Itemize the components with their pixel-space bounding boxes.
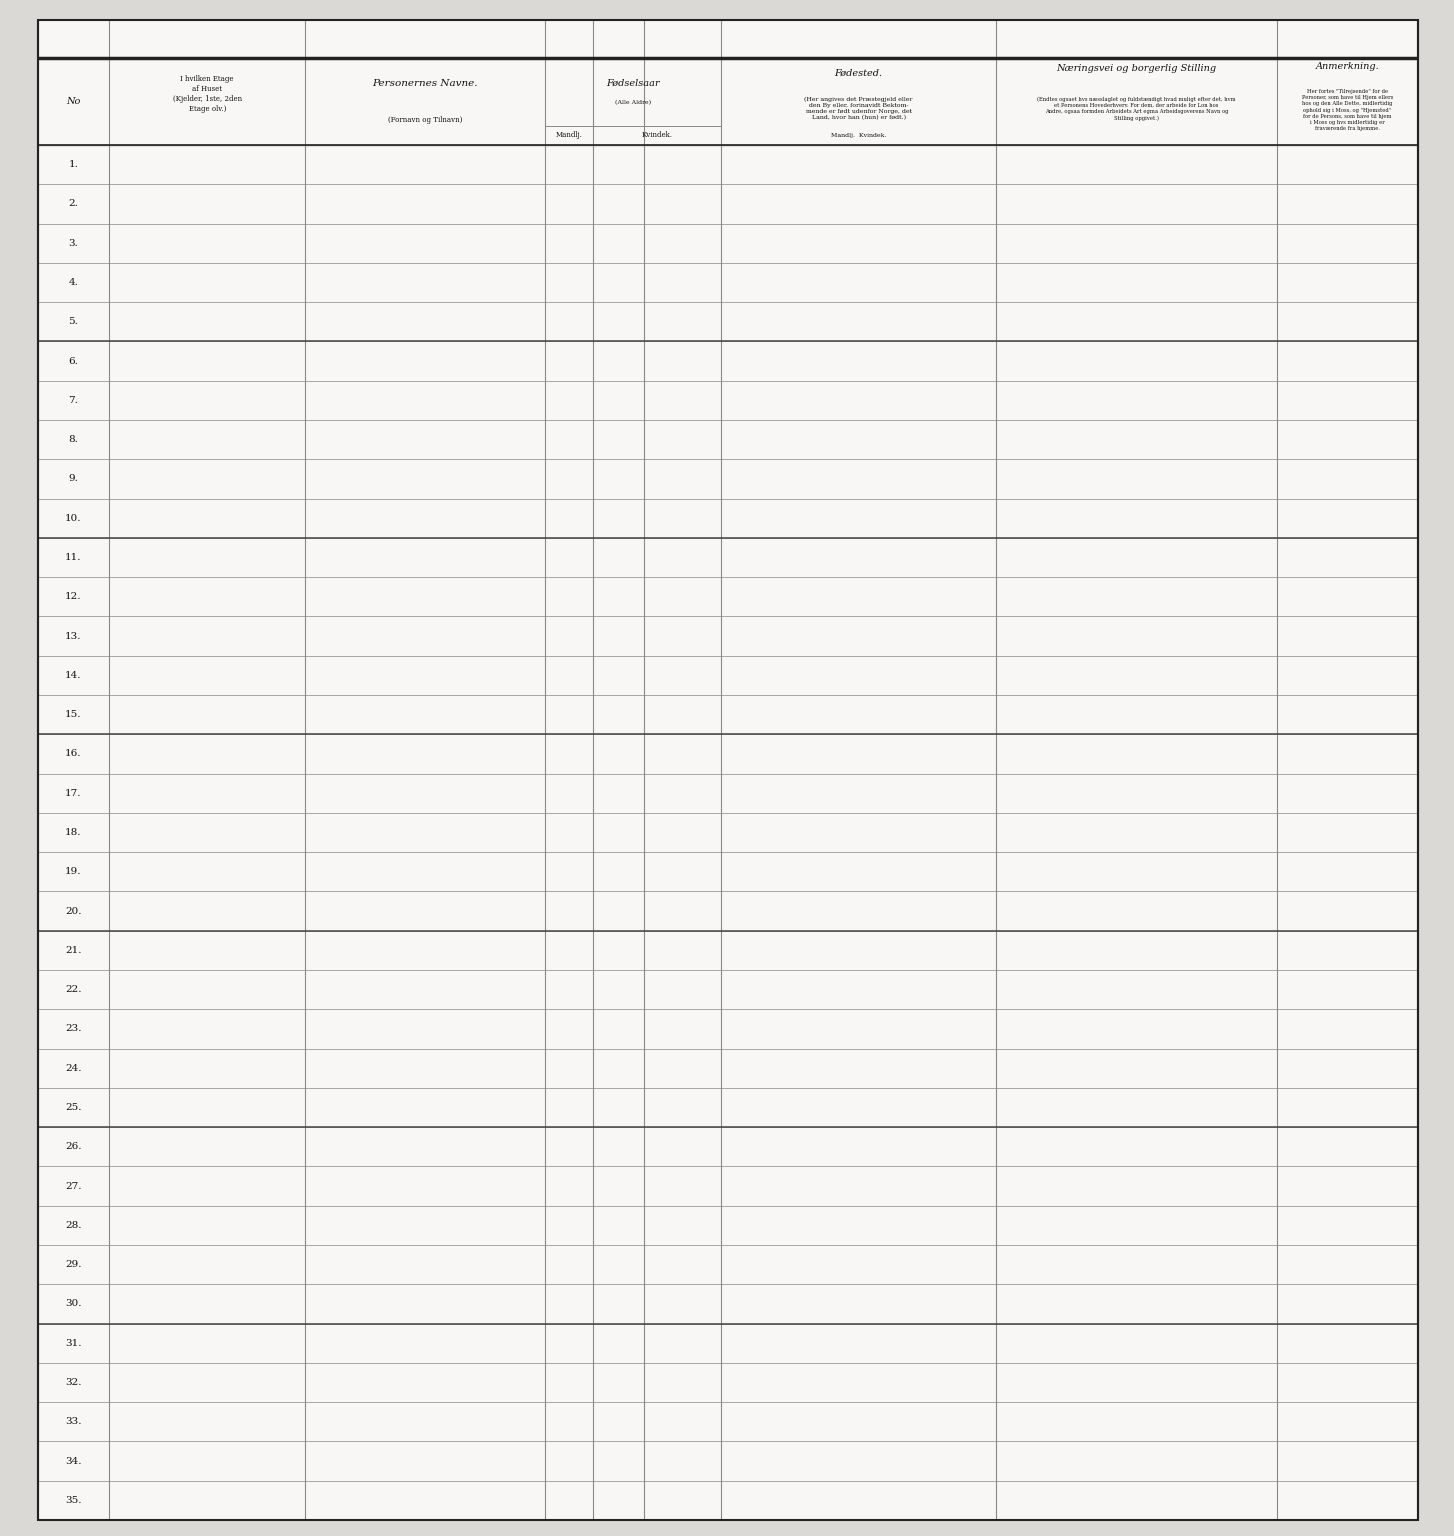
Text: 15.: 15. bbox=[65, 710, 81, 719]
Text: (Alle Aldre): (Alle Aldre) bbox=[615, 100, 651, 106]
Text: 16.: 16. bbox=[65, 750, 81, 759]
Text: (Her angives det Præstegjeld eller
den By eller, forinavidt Bektom-
mende er fød: (Her angives det Præstegjeld eller den B… bbox=[804, 97, 913, 120]
Text: 34.: 34. bbox=[65, 1456, 81, 1465]
Text: 12.: 12. bbox=[65, 593, 81, 601]
Text: 18.: 18. bbox=[65, 828, 81, 837]
Text: I hvilken Etage
af Huset
(Kjelder, 1ste, 2den
Etage olv.): I hvilken Etage af Huset (Kjelder, 1ste,… bbox=[173, 75, 241, 114]
Text: 10.: 10. bbox=[65, 513, 81, 522]
Text: 30.: 30. bbox=[65, 1299, 81, 1309]
Text: (Endtes ogsaet hvs næsslaglet og fuldstændigt hvad muligt efter det, hvm
et Pers: (Endtes ogsaet hvs næsslaglet og fuldstæ… bbox=[1037, 97, 1236, 120]
Text: 1.: 1. bbox=[68, 160, 79, 169]
Text: 29.: 29. bbox=[65, 1260, 81, 1269]
Text: 14.: 14. bbox=[65, 671, 81, 680]
Text: (Fornavn og Tilnavn): (Fornavn og Tilnavn) bbox=[388, 115, 462, 124]
Text: 24.: 24. bbox=[65, 1064, 81, 1072]
Text: 7.: 7. bbox=[68, 396, 79, 406]
Text: 25.: 25. bbox=[65, 1103, 81, 1112]
Text: Mandlj.  Kvindek.: Mandlj. Kvindek. bbox=[830, 134, 887, 138]
Text: 21.: 21. bbox=[65, 946, 81, 955]
Text: Fødested.: Fødested. bbox=[835, 69, 883, 78]
Text: Fødselsaar: Fødselsaar bbox=[606, 78, 660, 88]
Text: 32.: 32. bbox=[65, 1378, 81, 1387]
Text: 9.: 9. bbox=[68, 475, 79, 484]
Text: 28.: 28. bbox=[65, 1221, 81, 1230]
Text: No: No bbox=[67, 97, 80, 106]
Text: Personernes Navne.: Personernes Navne. bbox=[372, 78, 478, 88]
Text: 19.: 19. bbox=[65, 868, 81, 876]
Text: 4.: 4. bbox=[68, 278, 79, 287]
Text: 13.: 13. bbox=[65, 631, 81, 641]
Text: 6.: 6. bbox=[68, 356, 79, 366]
Text: 33.: 33. bbox=[65, 1418, 81, 1427]
Text: 23.: 23. bbox=[65, 1025, 81, 1034]
Text: Her fortes "Tilrejsende" for de
Personer, som have til Hjem ellers
hos og den Al: Her fortes "Tilrejsende" for de Personer… bbox=[1301, 89, 1393, 131]
Text: 17.: 17. bbox=[65, 788, 81, 797]
Text: 11.: 11. bbox=[65, 553, 81, 562]
Text: Mandlj.: Mandlj. bbox=[555, 132, 583, 140]
Text: 8.: 8. bbox=[68, 435, 79, 444]
Text: 20.: 20. bbox=[65, 906, 81, 915]
Text: Næringsvei og borgerlig Stilling: Næringsvei og borgerlig Stilling bbox=[1056, 65, 1217, 72]
Text: 27.: 27. bbox=[65, 1181, 81, 1190]
Text: Kvindek.: Kvindek. bbox=[641, 132, 673, 140]
Text: 31.: 31. bbox=[65, 1339, 81, 1347]
Text: 26.: 26. bbox=[65, 1143, 81, 1152]
Text: 35.: 35. bbox=[65, 1496, 81, 1505]
Text: 3.: 3. bbox=[68, 238, 79, 247]
Text: 5.: 5. bbox=[68, 318, 79, 326]
Text: Anmerkning.: Anmerkning. bbox=[1316, 61, 1378, 71]
Text: 2.: 2. bbox=[68, 200, 79, 209]
Text: 22.: 22. bbox=[65, 985, 81, 994]
